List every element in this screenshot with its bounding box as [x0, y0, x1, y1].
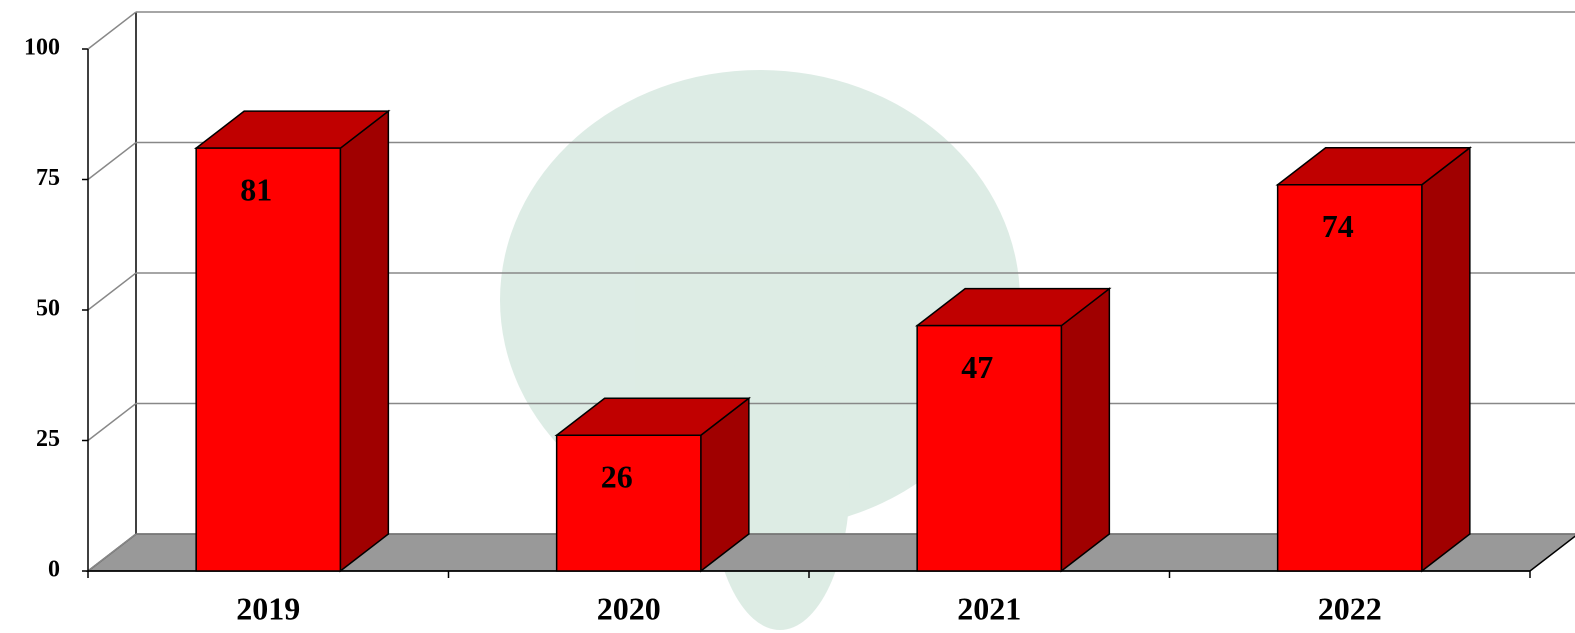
x-tick-label: 2021 [957, 590, 1021, 626]
value-label: 47 [961, 349, 993, 385]
grid-line-side [87, 533, 137, 572]
bar-side [1060, 287, 1111, 573]
y-tick-label: 50 [36, 296, 60, 322]
bar [914, 287, 1112, 573]
grid-line-side [87, 11, 137, 50]
bar [554, 396, 752, 573]
y-tick-label: 75 [36, 165, 60, 191]
y-tick-label: 0 [48, 557, 60, 583]
bar-front [555, 434, 702, 572]
value-label: 74 [1322, 208, 1354, 244]
x-tick-label: 2020 [597, 590, 661, 626]
bar-side [1421, 146, 1471, 573]
bar-side [339, 109, 390, 573]
bar-front [916, 324, 1063, 572]
grid-line-side [87, 141, 137, 181]
y-tick-label: 25 [36, 426, 60, 452]
value-label: 26 [601, 459, 633, 495]
bar-front [195, 147, 342, 572]
x-tick-label: 2019 [236, 590, 300, 626]
bar [1275, 146, 1473, 573]
bar [193, 109, 391, 573]
grid-line-side [87, 272, 137, 311]
value-label: 81 [240, 172, 272, 208]
grid-line-side [87, 402, 137, 442]
x-tick-label: 2022 [1318, 590, 1382, 626]
bar-front [1276, 183, 1423, 572]
y-tick-label: 100 [24, 35, 60, 61]
